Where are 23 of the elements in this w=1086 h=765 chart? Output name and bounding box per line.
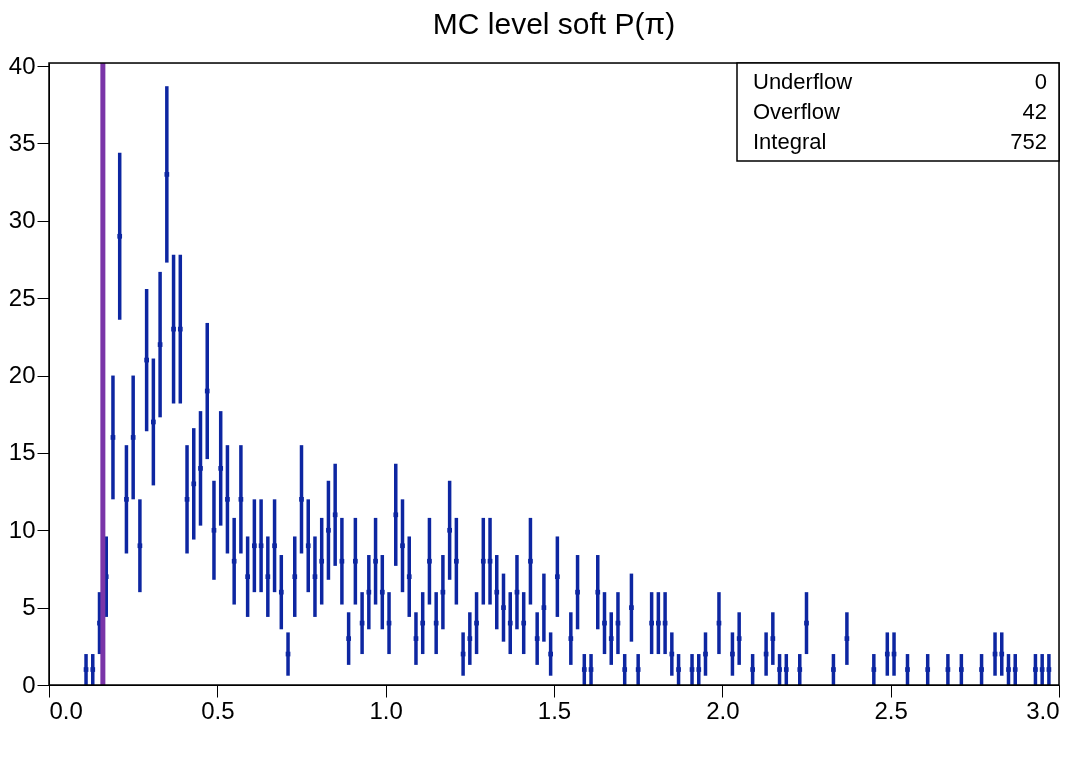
y-tick-label: 15 [8, 438, 36, 466]
x-tick-label: 2.5 [874, 696, 908, 724]
y-tick-label: 5 [22, 593, 36, 621]
y-tick-label: 0 [22, 670, 36, 698]
x-tick-label: 0.5 [201, 696, 235, 724]
annotation: 42 [1022, 99, 1047, 124]
y-tick-label: 10 [8, 515, 36, 543]
y-tick-label: 35 [8, 128, 36, 156]
annotation: 0 [1034, 69, 1047, 94]
x-tick-label: 1.0 [369, 696, 403, 724]
annotation: 752 [1010, 129, 1047, 154]
chart-title: MC level soft P(π) [432, 7, 676, 41]
annotation: Overflow [753, 99, 840, 124]
y-tick-label: 40 [8, 51, 36, 79]
y-tick-label: 25 [8, 283, 36, 311]
x-tick-label: 0.0 [49, 696, 83, 724]
x-tick-label: 1.5 [537, 696, 572, 724]
annotation: Integral [753, 129, 827, 154]
x-tick-label: 2.0 [706, 696, 740, 724]
x-tick-label: 3.0 [1026, 696, 1060, 724]
annotation: Underflow [753, 69, 853, 94]
y-tick-label: 20 [8, 361, 36, 389]
y-tick-label: 30 [8, 206, 36, 234]
